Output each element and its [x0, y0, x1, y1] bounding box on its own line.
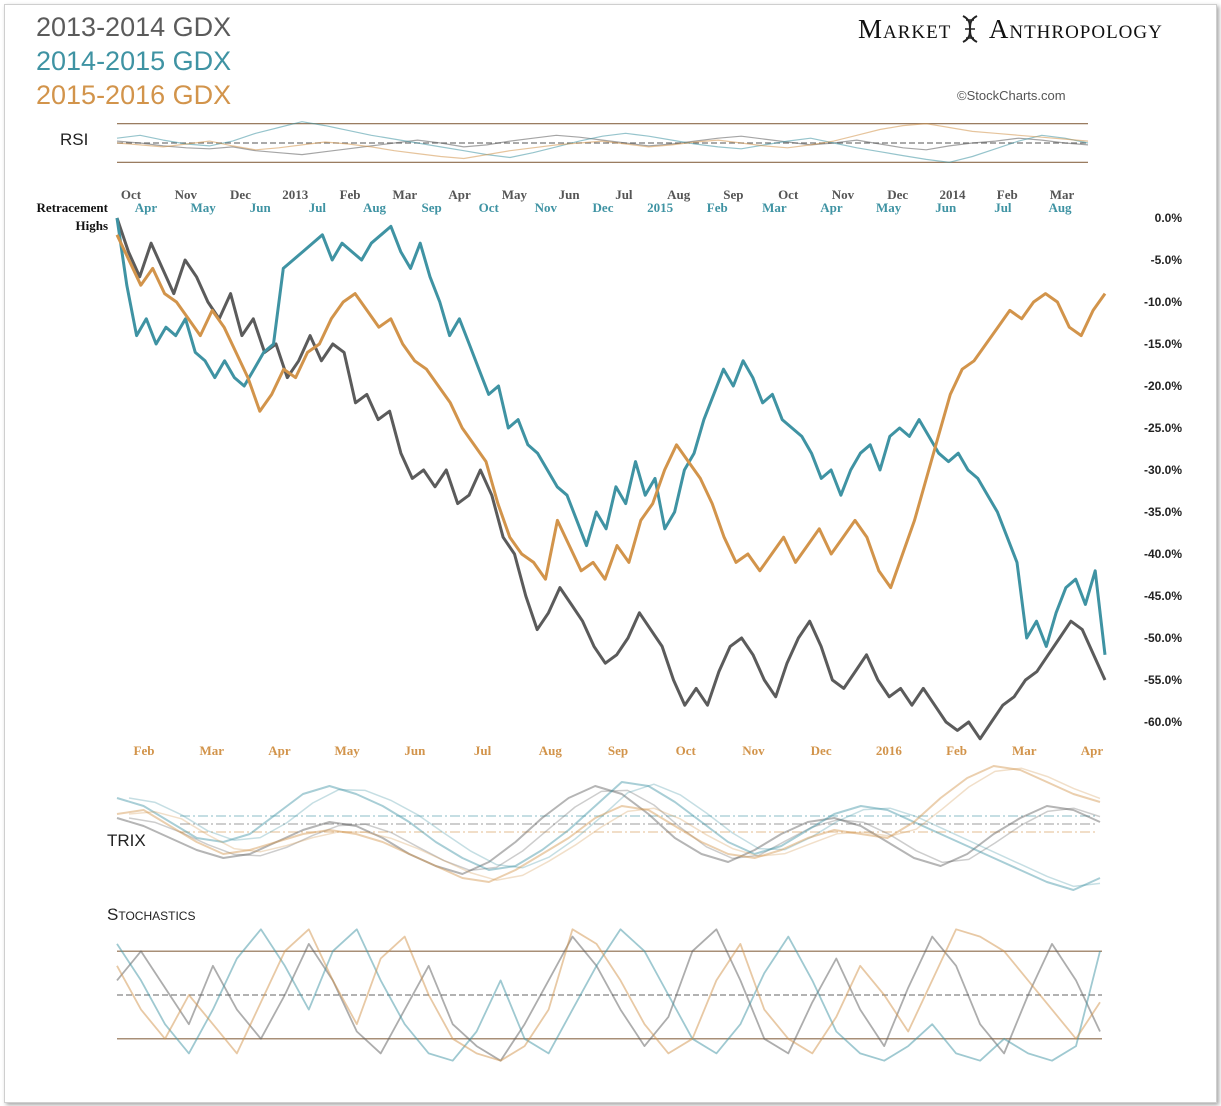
rsi-x-tick-bottom: May: [876, 200, 902, 215]
y-tick-label: -15.0%: [1144, 337, 1182, 351]
rsi-x-tick-bottom: Nov: [535, 200, 558, 215]
rsi-x-tick-bottom: Apr: [820, 200, 843, 215]
y-tick-label: -5.0%: [1151, 253, 1183, 267]
trix-signal-2014-2015-gdx: [128, 783, 1101, 888]
rsi-x-tick-top: Oct: [778, 187, 799, 202]
dna-helix-icon: [959, 14, 989, 44]
rsi-x-tick-top: Oct: [121, 187, 142, 202]
main-line-2013-2014-gdx: [115, 217, 1107, 741]
y-tick-label: -35.0%: [1144, 505, 1182, 519]
main-x-tick: Nov: [742, 743, 765, 758]
rsi-line-2013-2014-gdx: [116, 134, 1089, 156]
y-tick-label: -50.0%: [1144, 631, 1182, 645]
main-x-tick: 2016: [876, 743, 903, 758]
rsi-line-2015-2016-gdx: [116, 123, 1089, 160]
y-tick-label: -45.0%: [1144, 589, 1182, 603]
main-x-tick: Feb: [134, 743, 155, 758]
legend-2015-2016: 2015-2016 GDX: [36, 80, 232, 110]
main-x-tick: Feb: [946, 743, 967, 758]
trix-line-2014-2015-gdx: [116, 781, 1101, 891]
brand-first-word: Market: [858, 14, 952, 44]
rsi-x-tick-bottom: Sep: [422, 200, 442, 215]
rsi-x-tick-top: Feb: [340, 187, 361, 202]
main-x-tick: Apr: [268, 743, 291, 758]
rsi-x-tick-top: Mar: [393, 187, 418, 202]
main-x-tick: Jun: [404, 743, 426, 758]
trix-signal-2015-2016-gdx: [128, 767, 1101, 881]
legend-2014-2015: 2014-2015 GDX: [36, 46, 232, 76]
rsi-x-tick-bottom: Jun: [935, 200, 957, 215]
y-tick-label: -20.0%: [1144, 379, 1182, 393]
main-x-tick: Sep: [608, 743, 628, 758]
brand-logo: Market Anthropology: [858, 14, 1163, 45]
main-x-tick: Aug: [539, 743, 563, 758]
rsi-x-tick-top: 2014: [939, 187, 966, 202]
stoch-line-2013-2014-gdx: [116, 928, 1101, 1062]
main-line-2014-2015-gdx: [115, 217, 1107, 655]
rsi-x-tick-bottom: Jul: [309, 200, 327, 215]
rsi-x-tick-top: Apr: [448, 187, 471, 202]
rsi-x-tick-top: Mar: [1050, 187, 1075, 202]
rsi-x-tick-bottom: Feb: [707, 200, 728, 215]
main-x-tick: Dec: [811, 743, 832, 758]
y-tick-label: -25.0%: [1144, 421, 1182, 435]
retracement-label: Retracement Highs: [36, 200, 108, 233]
rsi-x-tick-top: Jul: [615, 187, 633, 202]
rsi-x-tick-bottom: Aug: [1048, 200, 1072, 215]
rsi-x-tick-bottom: Aug: [363, 200, 387, 215]
trix-label: TRIX: [107, 831, 146, 850]
rsi-x-tick-bottom: May: [190, 200, 216, 215]
y-tick-label: -60.0%: [1144, 715, 1182, 729]
trix-line-2015-2016-gdx: [116, 765, 1101, 883]
main-x-tick: May: [335, 743, 361, 758]
rsi-x-tick-bottom: Jul: [994, 200, 1012, 215]
rsi-x-tick-top: May: [502, 187, 528, 202]
rsi-x-tick-bottom: Apr: [135, 200, 158, 215]
main-line-2015-2016-gdx: [115, 234, 1107, 590]
y-tick-label: -55.0%: [1144, 673, 1182, 687]
rsi-x-tick-bottom: 2015: [647, 200, 674, 215]
y-tick-label: -40.0%: [1144, 547, 1182, 561]
stoch-line-2015-2016-gdx: [116, 928, 1101, 1062]
y-tick-label: -10.0%: [1144, 295, 1182, 309]
rsi-x-tick-top: Feb: [997, 187, 1018, 202]
rsi-x-tick-top: Dec: [230, 187, 251, 202]
rsi-x-tick-bottom: Dec: [593, 200, 614, 215]
main-x-tick: Mar: [199, 743, 224, 758]
rsi-x-tick-bottom: Mar: [762, 200, 787, 215]
y-tick-label: 0.0%: [1155, 211, 1183, 225]
rsi-x-tick-bottom: Oct: [479, 200, 500, 215]
main-x-tick: Oct: [676, 743, 697, 758]
rsi-label: RSI: [60, 130, 89, 149]
rsi-x-tick-bottom: Jun: [250, 200, 272, 215]
rsi-x-tick-top: Sep: [723, 187, 743, 202]
rsi-x-tick-top: Nov: [832, 187, 855, 202]
main-x-tick: Mar: [1012, 743, 1037, 758]
brand-second-word: Anthropology: [988, 14, 1163, 44]
rsi-x-tick-top: 2013: [282, 187, 309, 202]
trix-line-2013-2014-gdx: [116, 785, 1101, 875]
rsi-x-tick-top: Nov: [175, 187, 198, 202]
y-tick-label: -30.0%: [1144, 463, 1182, 477]
rsi-x-tick-top: Jun: [559, 187, 581, 202]
stockcharts-credit: ©StockCharts.com: [957, 88, 1066, 103]
trix-signal-2013-2014-gdx: [128, 789, 1101, 872]
rsi-x-tick-top: Dec: [887, 187, 908, 202]
rsi-x-tick-top: Aug: [667, 187, 691, 202]
rsi-line-2014-2015-gdx: [116, 121, 1089, 163]
main-x-tick: Jul: [474, 743, 492, 758]
main-x-tick: Apr: [1081, 743, 1104, 758]
stochastics-label: Stochastics: [107, 905, 196, 924]
legend-2013-2014: 2013-2014 GDX: [36, 12, 232, 42]
